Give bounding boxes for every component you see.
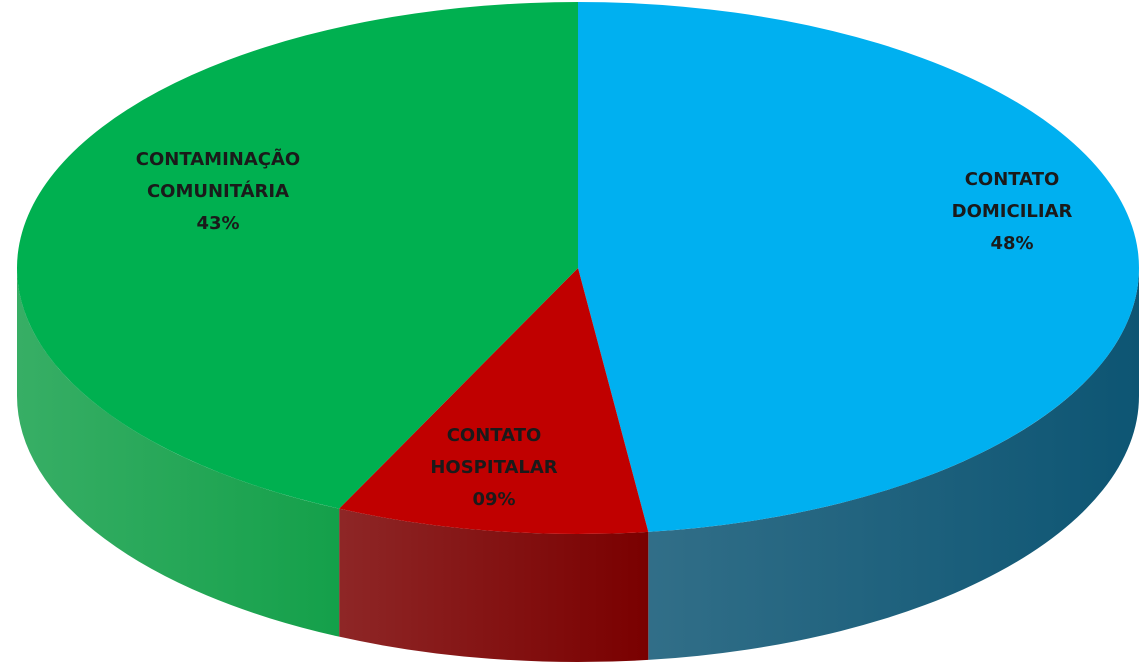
slice-side — [648, 268, 1139, 660]
category-label: CONTATO HOSPITALAR — [430, 425, 558, 478]
category-label: CONTAMINAÇÃO COMUNITÁRIA — [135, 149, 301, 202]
value-label: 48% — [990, 233, 1034, 254]
value-label: 09% — [472, 489, 516, 510]
category-label: CONTATO DOMICILIAR — [951, 169, 1073, 222]
slice — [339, 268, 649, 534]
data-label: CONTATO DOMICILIAR 48% — [952, 164, 1073, 260]
data-label: CONTATO HOSPITALAR 09% — [430, 420, 557, 516]
slice — [578, 2, 1139, 532]
slice-side — [17, 268, 340, 637]
data-label: CONTAMINAÇÃO COMUNITÁRIA 43% — [136, 144, 300, 240]
slice-side — [339, 508, 649, 663]
slice — [16, 2, 579, 509]
value-label: 43% — [196, 213, 240, 234]
